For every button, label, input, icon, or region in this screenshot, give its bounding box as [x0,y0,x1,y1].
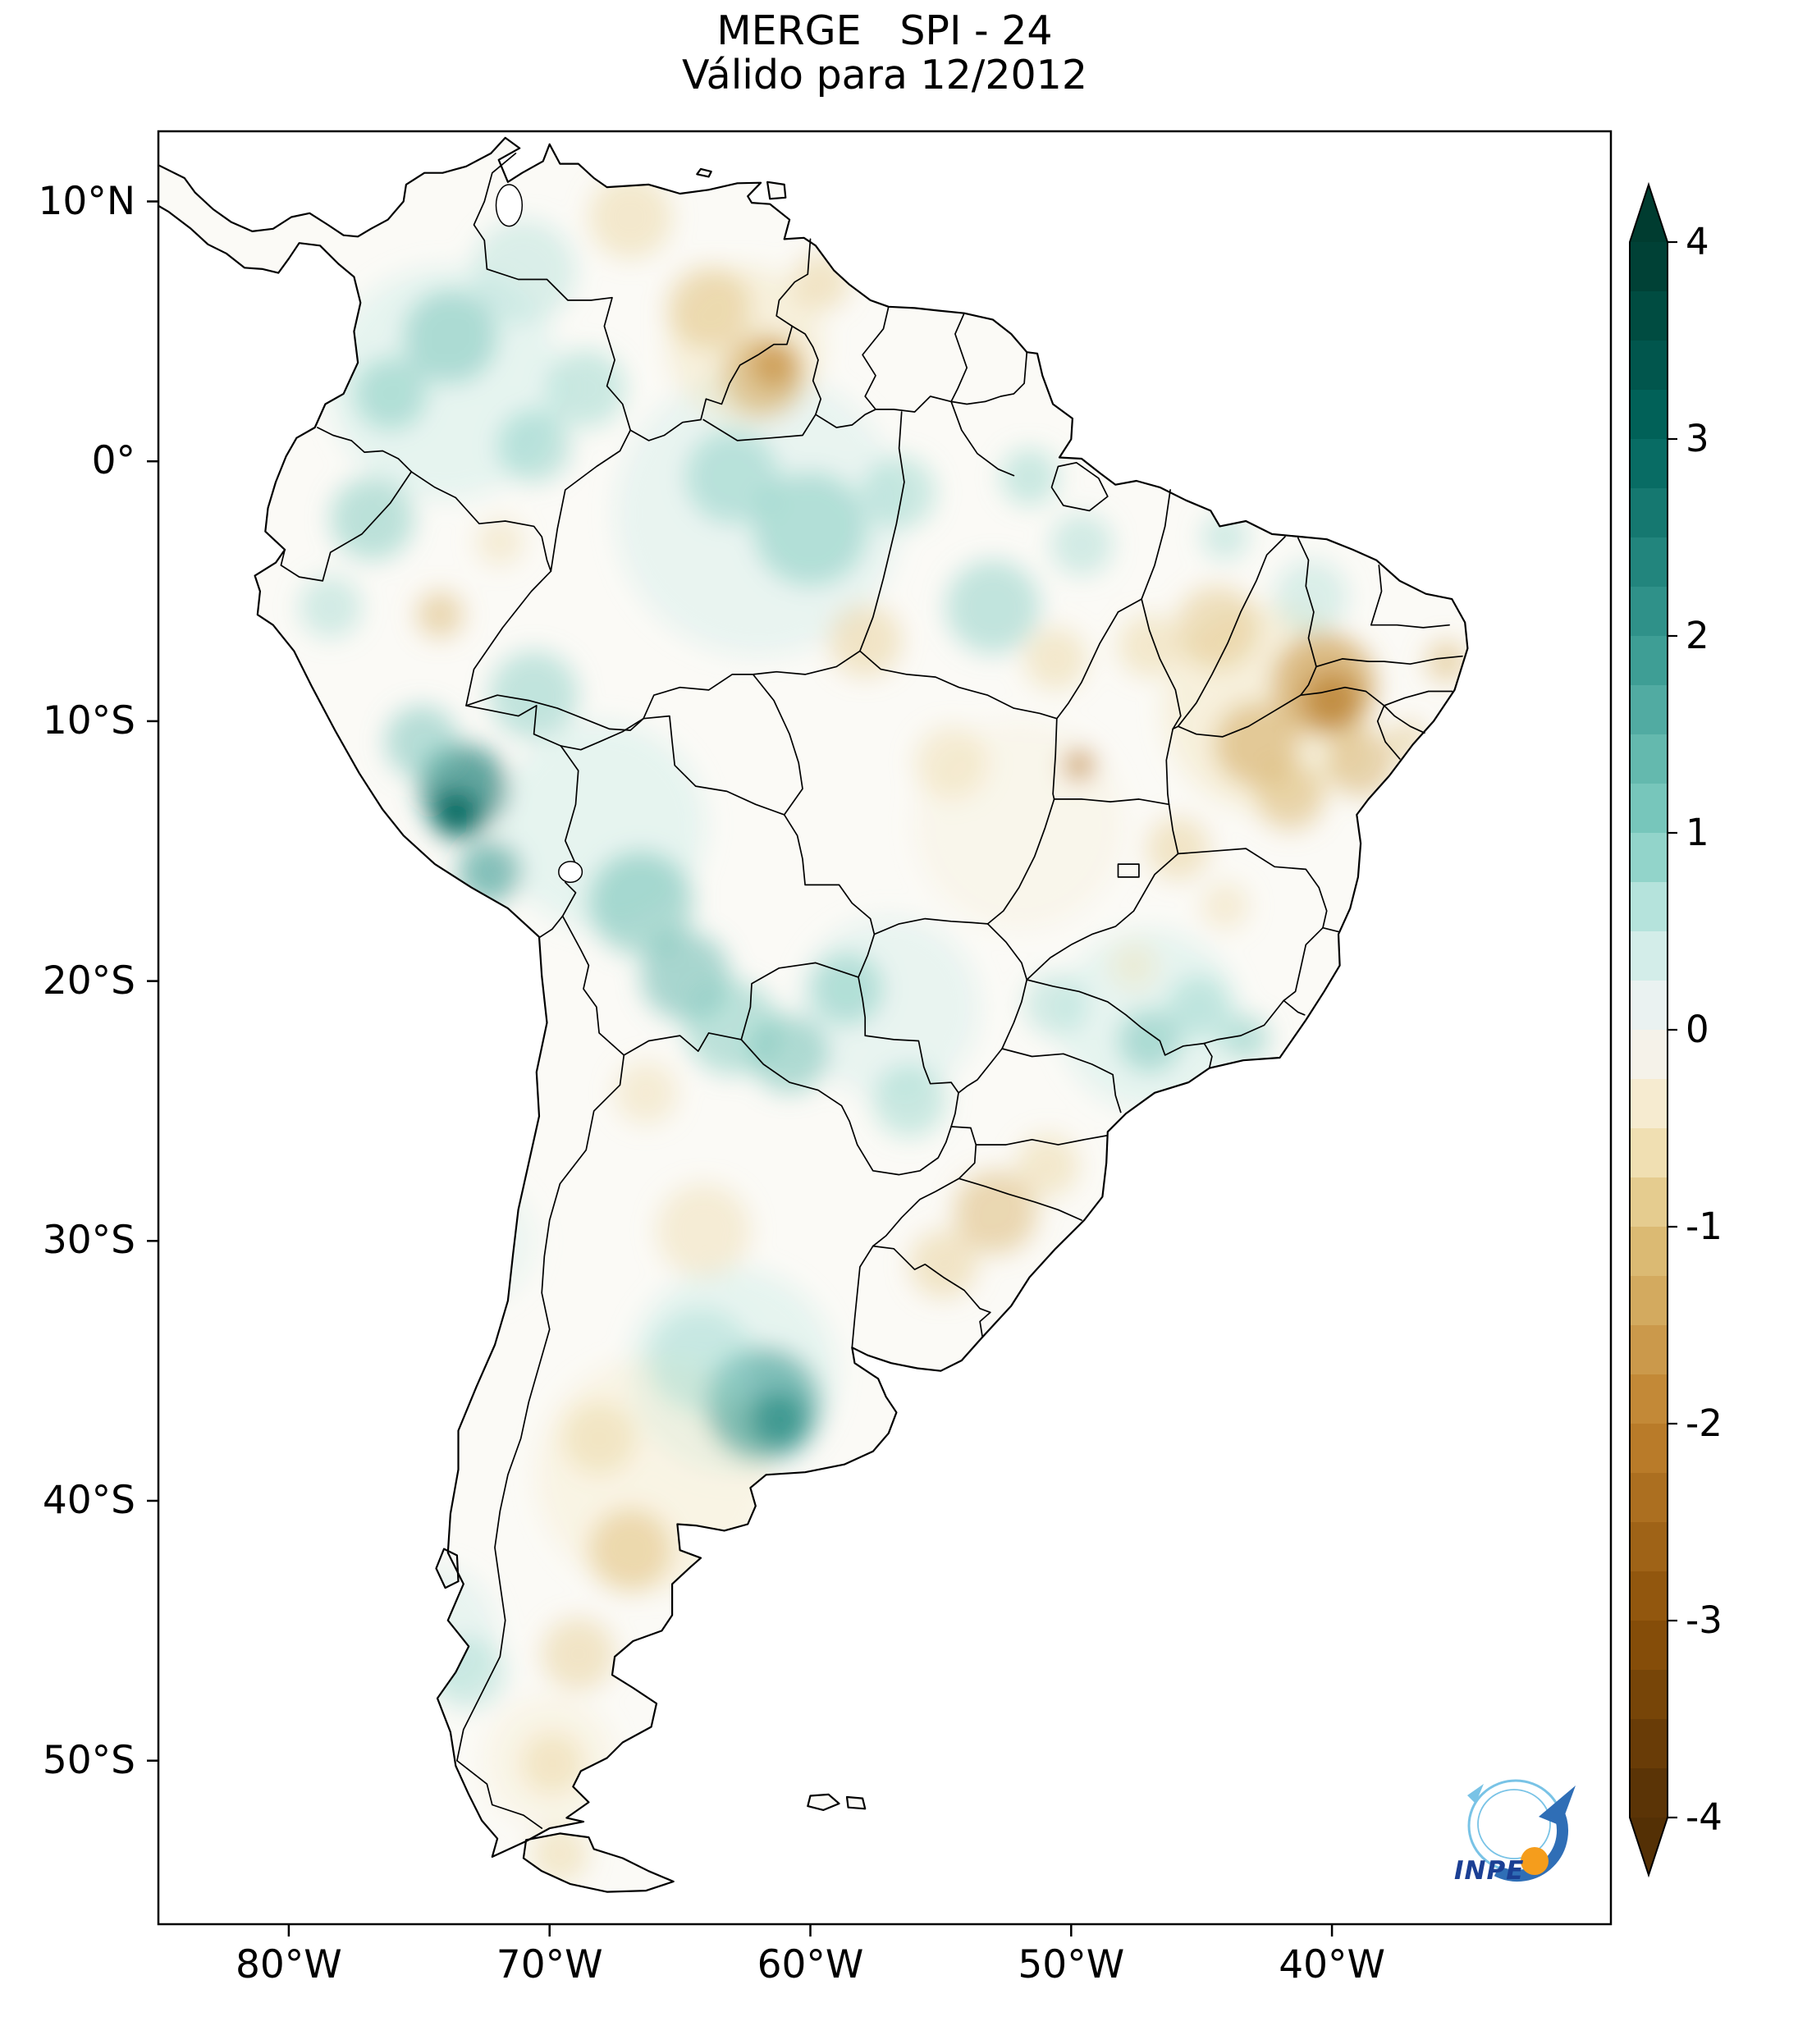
plot-frame [157,130,1613,1926]
x-tick-label: 60°W [757,1942,864,1987]
x-tick-label: 80°W [236,1942,342,1987]
y-tick-label: 50°S [42,1737,135,1783]
spi-field [299,175,1468,1883]
x-tick-label: 70°W [496,1942,603,1987]
colorbar-tick-label: 3 [1686,417,1709,460]
orange-ball-icon [1521,1847,1549,1875]
colorbar-tick-label: 2 [1686,614,1709,657]
map-title: MERGE SPI - 24 [716,7,1053,54]
political-borders [280,153,1463,1829]
y-tick-label: 0° [91,438,135,484]
colorbar-tick-label: 1 [1686,811,1709,854]
y-tick-label: 40°S [42,1478,135,1523]
landmass [158,136,1469,1893]
colorbar-tick-label: -4 [1686,1795,1723,1839]
colorbar-tick-label: 0 [1686,1008,1709,1051]
map-subtitle: Válido para 12/2012 [681,52,1088,98]
lake-maracaibo [495,184,524,227]
lake-titicaca [558,861,583,884]
colorbar-tick-label: -3 [1686,1598,1723,1642]
y-tick-label: 10°S [42,697,135,743]
x-tick-label: 50°W [1018,1942,1125,1987]
y-tick-label: 10°N [38,178,135,224]
inpe-logo-text: INPE [1454,1856,1525,1886]
colorbar-tick-label: 4 [1686,220,1709,263]
axis-ticks [147,200,1334,1937]
y-tick-label: 30°S [42,1218,135,1264]
big-arrow-icon [1494,1807,1568,1882]
coastline [158,136,1469,1893]
x-tick-label: 40°W [1279,1942,1385,1987]
colorbar-top-arrow [1630,185,1668,242]
big-arrowhead-icon [1539,1786,1576,1826]
colorbar-bottom-arrow [1630,1818,1668,1875]
colorbar-tick-label: -1 [1686,1205,1723,1248]
inpe-logo [1467,1779,1576,1882]
small-arrowhead-icon [1467,1784,1484,1804]
colorbar-tick-label: -2 [1686,1402,1723,1445]
y-tick-label: 20°S [42,958,135,1004]
colorbar [1629,181,1677,1878]
